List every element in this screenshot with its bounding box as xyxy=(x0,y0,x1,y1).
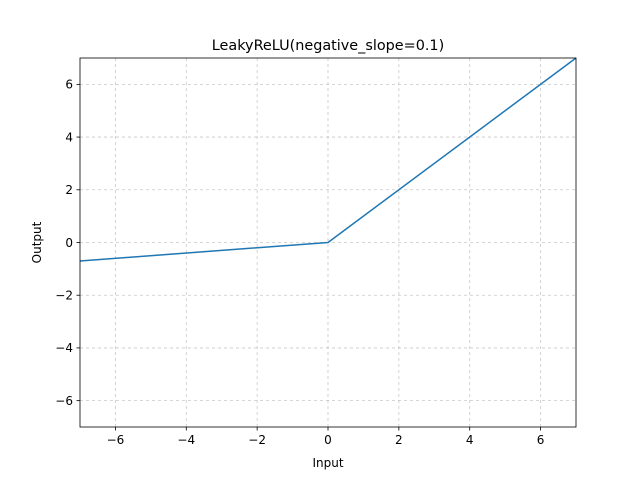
y-tick-label: 6 xyxy=(65,78,73,92)
x-tick-label: −2 xyxy=(248,433,266,447)
x-axis-label: Input xyxy=(312,456,343,470)
x-tick-label: 6 xyxy=(537,433,545,447)
x-tick-label: 4 xyxy=(466,433,474,447)
y-tick-label: 4 xyxy=(65,130,73,144)
y-tick-label: −6 xyxy=(55,394,73,408)
ticks: −6 −4 −2 0 2 4 6 −6 −4 −2 0 2 4 6 xyxy=(55,78,544,447)
series-line xyxy=(79,57,577,262)
y-tick-label: −4 xyxy=(55,341,73,355)
series-layer xyxy=(79,57,577,262)
y-tick-label: 0 xyxy=(65,236,73,250)
y-axis-label: Output xyxy=(30,221,44,263)
y-tick-label: 2 xyxy=(65,183,73,197)
x-tick-label: 2 xyxy=(395,433,403,447)
x-tick-label: 0 xyxy=(324,433,332,447)
x-tick-label: −6 xyxy=(107,433,125,447)
x-tick-label: −4 xyxy=(177,433,195,447)
chart-title: LeakyReLU(negative_slope=0.1) xyxy=(212,38,444,54)
y-tick-label: −2 xyxy=(55,289,73,303)
